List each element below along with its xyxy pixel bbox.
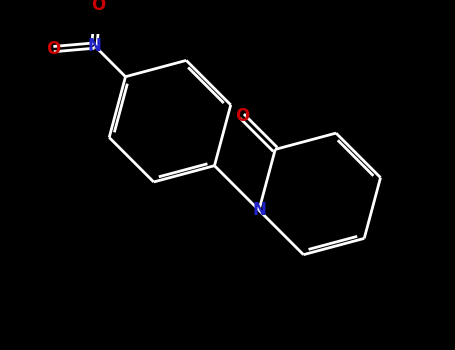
Text: N: N [87, 36, 101, 55]
Text: O: O [235, 107, 249, 125]
Text: O: O [46, 40, 61, 58]
Text: N: N [252, 201, 266, 219]
Text: O: O [91, 0, 105, 14]
